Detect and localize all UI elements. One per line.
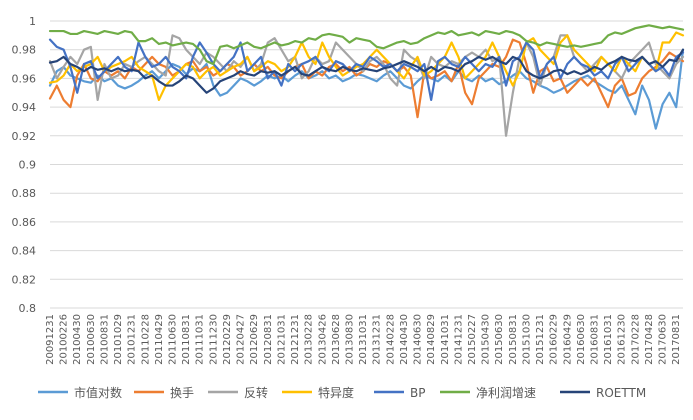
y-tick-label: 0.86 [12, 216, 37, 229]
x-tick-label: 20141031 [440, 314, 451, 365]
legend-label: 市值对数 [74, 385, 122, 400]
x-tick-label: 20110831 [181, 314, 192, 365]
x-tick-label: 20120831 [263, 314, 274, 365]
x-tick-label: 20130830 [344, 314, 355, 365]
legend-label: 反转 [244, 385, 268, 400]
legend-label: 净利润增速 [476, 386, 536, 400]
x-tick-label: 20110630 [168, 314, 179, 365]
legend-item: 反转 [208, 385, 268, 400]
x-tick-label: 20091231 [45, 314, 56, 365]
x-tick-label: 20120229 [222, 314, 233, 365]
x-tick-label: 20121231 [290, 314, 301, 365]
x-tick-label: 20120629 [249, 314, 260, 365]
x-tick-label: 20161230 [617, 314, 628, 365]
x-tick-label: 20150630 [494, 314, 505, 365]
x-tick-label: 20151030 [521, 314, 532, 365]
legend-item: BP [374, 386, 425, 400]
series-line [48, 48, 685, 94]
y-tick-label: 1 [29, 15, 36, 28]
x-tick-label: 20161031 [603, 314, 614, 365]
legend-item: 特异度 [282, 385, 354, 400]
x-tick-label: 20100430 [72, 314, 83, 365]
x-tick-label: 20111031 [195, 314, 206, 365]
x-tick-label: 20160630 [576, 314, 587, 365]
x-tick-label: 20140228 [385, 314, 396, 365]
y-axis: 1 0.98 0.96 0.94 0.92 0.9 0.88 0.86 0.84 0.82 0.8 [12, 15, 37, 315]
x-tick-label: 20111230 [208, 314, 219, 365]
x-axis: 20091231 20100226 20100430 20100630 20100831… [45, 314, 682, 365]
x-tick-label: 20150227 [467, 314, 478, 365]
y-tick-label: 0.96 [12, 72, 37, 85]
x-tick-label: 20130228 [304, 314, 315, 365]
y-tick-label: 0.8 [19, 302, 37, 315]
x-tick-label: 20170228 [630, 314, 641, 365]
series-lines [48, 24, 685, 137]
x-tick-label: 20130628 [331, 314, 342, 365]
x-tick-label: 20140630 [413, 314, 424, 365]
x-tick-label: 20160229 [549, 314, 560, 365]
y-tick-label: 0.84 [12, 245, 37, 258]
x-tick-label: 20141231 [453, 314, 464, 365]
x-tick-label: 20100630 [86, 314, 97, 365]
series-line [48, 24, 685, 66]
y-tick-label: 0.98 [12, 44, 37, 57]
x-tick-label: 20131031 [358, 314, 369, 365]
legend-label: BP [410, 386, 425, 400]
x-tick-label: 20160831 [590, 314, 601, 365]
y-tick-label: 0.88 [12, 187, 37, 200]
legend-item: 市值对数 [38, 385, 122, 400]
y-tick-label: 0.94 [12, 101, 37, 114]
x-tick-label: 20121031 [276, 314, 287, 365]
series-line [48, 48, 685, 130]
x-tick-label: 20170831 [671, 314, 682, 365]
x-tick-label: 20131231 [372, 314, 383, 365]
x-tick-label: 20170630 [658, 314, 669, 365]
y-tick-label: 0.92 [12, 130, 37, 143]
x-tick-label: 20150831 [508, 314, 519, 365]
x-tick-label: 20100831 [99, 314, 110, 365]
legend-label: 特异度 [318, 385, 354, 400]
x-tick-label: 20170428 [644, 314, 655, 365]
x-tick-label: 20101029 [113, 314, 124, 365]
legend-item: 净利润增速 [440, 386, 536, 400]
x-tick-label: 20140829 [426, 314, 437, 365]
legend-label: 换手 [170, 386, 194, 400]
x-tick-label: 20110429 [154, 314, 165, 365]
y-tick-label: 0.82 [12, 273, 37, 286]
x-tick-label: 20130426 [317, 314, 328, 365]
x-tick-label: 20100226 [59, 314, 70, 365]
x-tick-label: 20140430 [399, 314, 410, 365]
legend: 市值对数 换手 反转 特异度 BP 净利润增速 ROETTM [38, 385, 646, 400]
x-tick-label: 20110228 [140, 314, 151, 365]
legend-item: ROETTM [560, 386, 646, 400]
x-tick-label: 20151231 [535, 314, 546, 365]
x-tick-label: 20160429 [562, 314, 573, 365]
series-line [48, 38, 685, 102]
legend-label: ROETTM [596, 386, 646, 400]
y-tick-label: 0.9 [19, 159, 37, 172]
x-tick-label: 20120427 [236, 314, 247, 365]
x-tick-label: 20101231 [127, 314, 138, 365]
legend-item: 换手 [134, 386, 194, 400]
x-tick-label: 20150430 [481, 314, 492, 365]
